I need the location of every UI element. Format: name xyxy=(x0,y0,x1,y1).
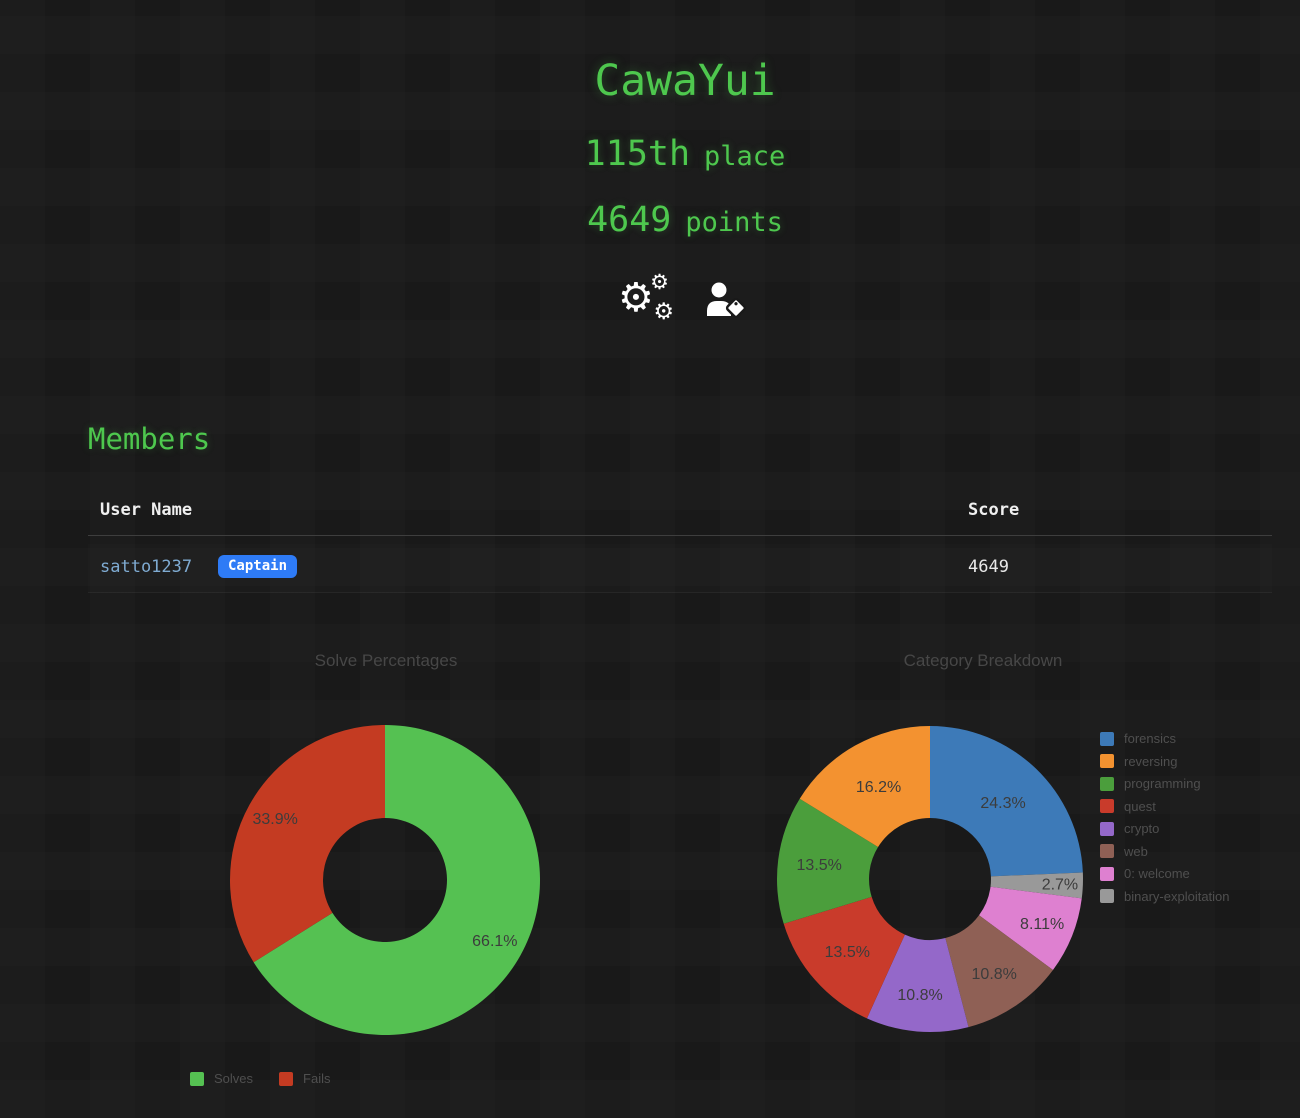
legend-swatch-icon xyxy=(1100,889,1114,903)
gear-glyph: ⚙ xyxy=(653,299,674,325)
legend-item-forensics[interactable]: forensics xyxy=(1100,731,1230,746)
team-name: CawaYui xyxy=(594,56,776,106)
legend-label: 0: welcome xyxy=(1124,866,1190,881)
slice-binary-exploitation xyxy=(990,872,1083,899)
solve-percentages-legend: Solves Fails xyxy=(190,1071,330,1086)
solve-percentages-title: Solve Percentages xyxy=(314,651,458,670)
slice-Fails xyxy=(230,725,385,963)
team-settings-gears-icon[interactable]: ⚙ ⚙ ⚙ xyxy=(618,272,674,325)
slice-percentage-label: 33.9% xyxy=(252,811,297,828)
slice-percentage-label: 8.11% xyxy=(1020,916,1064,933)
slice-web xyxy=(945,915,1053,1028)
slice-quest xyxy=(783,896,905,1019)
legend-swatch-icon xyxy=(1100,821,1114,836)
legend-item-quest[interactable]: quest xyxy=(1100,799,1230,814)
column-header-score: Score xyxy=(968,500,1020,520)
legend-item-0: welcome[interactable]: 0: welcome xyxy=(1100,866,1230,881)
slice-percentage-label: 13.5% xyxy=(797,857,842,874)
slice-percentage-label: 66.1% xyxy=(472,933,517,950)
legend-swatch-icon xyxy=(1100,731,1114,746)
legend-item-Solves[interactable]: Solves xyxy=(190,1071,253,1086)
table-header-divider xyxy=(88,535,1272,536)
legend-label: crypto xyxy=(1124,821,1160,836)
slice-percentage-label: 2.7% xyxy=(1042,876,1078,893)
slice-reversing xyxy=(799,726,930,848)
slice-forensics xyxy=(930,726,1083,877)
team-points: 4649 points xyxy=(35,200,1300,240)
slice-percentage-label: 13.5% xyxy=(825,944,870,961)
legend-label: reversing xyxy=(1124,753,1178,769)
legend-swatch-icon xyxy=(1100,776,1114,791)
team-action-icons: ⚙ ⚙ ⚙ xyxy=(35,272,1300,325)
legend-swatch-icon xyxy=(1100,799,1114,813)
legend-label: web xyxy=(1124,843,1148,859)
user-tag-icon[interactable] xyxy=(703,282,749,318)
captain-badge: Captain xyxy=(218,555,298,578)
gear-glyph: ⚙ xyxy=(618,275,654,321)
legend-item-web[interactable]: web xyxy=(1100,844,1230,859)
slice-Solves xyxy=(253,725,540,1035)
slice-programming xyxy=(777,798,879,924)
legend-swatch-icon xyxy=(1100,844,1114,858)
legend-swatch-icon xyxy=(1100,866,1114,881)
team-place-value: 115th xyxy=(584,134,691,174)
category-breakdown-title: Category Breakdown xyxy=(903,651,1063,670)
member-score: 4649 xyxy=(968,557,1009,577)
legend-label: Fails xyxy=(303,1071,331,1086)
legend-label: binary-exploitation xyxy=(1124,888,1230,904)
column-header-user-name: User Name xyxy=(100,500,193,520)
legend-label: programming xyxy=(1124,776,1201,791)
members-heading: Members xyxy=(88,422,211,456)
slice-crypto xyxy=(866,934,969,1032)
slice-percentage-label: 24.3% xyxy=(980,795,1025,812)
legend-swatch-icon xyxy=(1100,754,1114,768)
legend-item-reversing[interactable]: reversing xyxy=(1100,754,1230,769)
team-points-label: points xyxy=(685,207,783,238)
legend-item-crypto[interactable]: crypto xyxy=(1100,821,1230,836)
slice-percentage-label: 16.2% xyxy=(856,779,901,796)
table-row: satto1237 Captain 4649 xyxy=(88,544,1272,593)
legend-label: Solves xyxy=(214,1071,254,1086)
slice-percentage-label: 10.8% xyxy=(897,987,942,1004)
legend-item-binary-exploitation[interactable]: binary-exploitation xyxy=(1100,889,1230,904)
legend-swatch-icon xyxy=(279,1071,294,1086)
solve-percentages-donut-chart: 66.1% 33.9% xyxy=(230,725,540,1035)
team-place: 115th place xyxy=(35,134,1300,174)
legend-label: quest xyxy=(1124,798,1156,814)
legend-label: forensics xyxy=(1124,731,1177,746)
category-breakdown-donut-chart: 24.3% 2.7% 8.11% 10.8% 10.8% 13.5% 13.5% 16.2% xyxy=(777,726,1083,1032)
team-place-label: place xyxy=(704,141,786,172)
slice-percentage-label: 10.8% xyxy=(972,966,1017,983)
team-points-value: 4649 xyxy=(587,200,672,240)
legend-item-Fails[interactable]: Fails xyxy=(279,1071,330,1086)
legend-item-programming[interactable]: programming xyxy=(1100,776,1230,791)
member-username-link[interactable]: satto1237 xyxy=(100,557,193,577)
legend-swatch-icon xyxy=(190,1071,204,1086)
gear-glyph: ⚙ xyxy=(650,270,669,294)
category-breakdown-legend: forensics reversing programming quest crypto… xyxy=(1100,731,1230,911)
slice-0: welcome xyxy=(979,886,1082,971)
